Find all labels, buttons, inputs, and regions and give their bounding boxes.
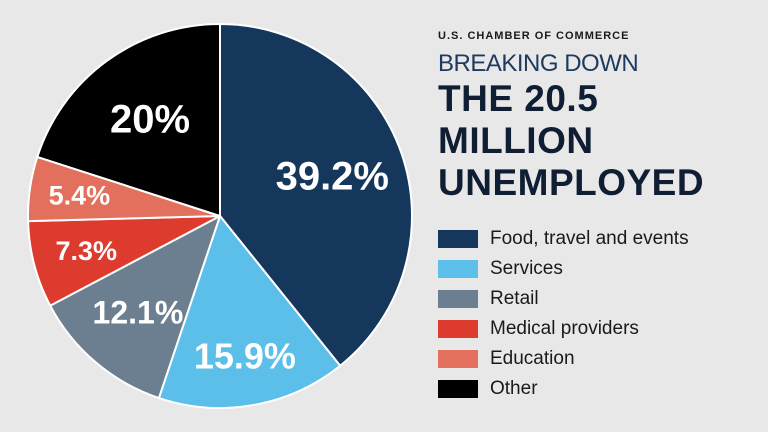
legend-swatch	[438, 290, 478, 308]
legend-swatch	[438, 320, 478, 338]
header: U.S. CHAMBER OF COMMERCE BREAKING DOWN T…	[438, 30, 758, 204]
title-line-1: THE 20.5	[438, 78, 599, 119]
title-line-2: MILLION	[438, 120, 594, 161]
slice-label-3: 12.1%	[93, 295, 184, 331]
pie-slice-6	[36, 23, 221, 217]
slice-label-5: 5.4%	[49, 181, 111, 211]
legend-item-1: Food, travel and events	[438, 224, 689, 254]
legend-item-6: Other	[438, 374, 689, 404]
pie-slice-3	[49, 215, 221, 400]
slice-label-4: 7.3%	[56, 236, 118, 266]
title-line-3: UNEMPLOYED	[438, 162, 705, 203]
slice-label-6: 20%	[110, 98, 190, 142]
legend-label: Education	[490, 348, 575, 369]
legend-swatch	[438, 260, 478, 278]
legend-item-2: Services	[438, 254, 689, 284]
legend-label: Services	[490, 258, 563, 279]
legend: Food, travel and events Services Retail Med…	[438, 224, 689, 404]
legend-label: Retail	[490, 288, 539, 309]
org-name: U.S. CHAMBER OF COMMERCE	[438, 30, 630, 42]
pie-slice-1	[219, 23, 413, 367]
legend-swatch	[438, 380, 478, 398]
slice-label-1: 39.2%	[276, 155, 389, 199]
legend-item-5: Education	[438, 344, 689, 374]
legend-label: Medical providers	[490, 318, 639, 339]
legend-item-4: Medical providers	[438, 314, 689, 344]
legend-label: Food, travel and events	[490, 228, 689, 249]
legend-swatch	[438, 350, 478, 368]
slice-label-2: 15.9%	[194, 335, 296, 376]
chart-subtitle: BREAKING DOWN	[438, 50, 639, 77]
legend-swatch	[438, 230, 478, 248]
legend-item-3: Retail	[438, 284, 689, 314]
legend-label: Other	[490, 378, 538, 399]
pie-chart: 39.2% 15.9% 12.1% 7.3% 5.4% 20%	[27, 23, 413, 409]
chart-title: THE 20.5 MILLION UNEMPLOYED	[438, 78, 758, 204]
